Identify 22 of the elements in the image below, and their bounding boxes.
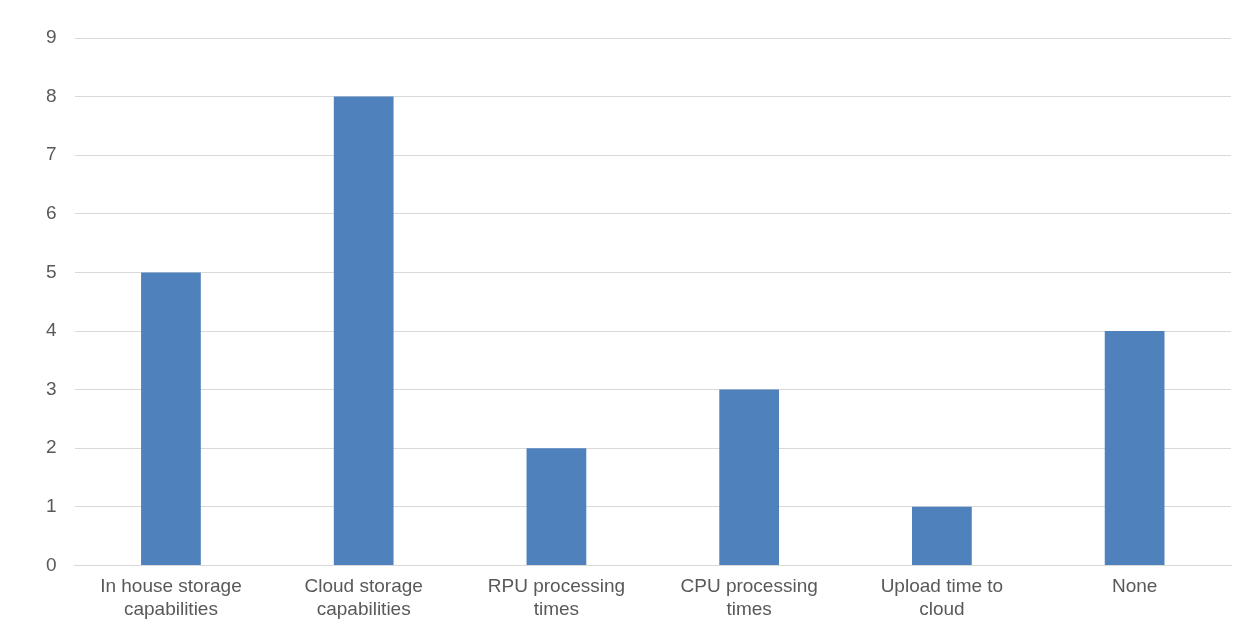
- x-tick-label: Cloud storage capabilities: [304, 575, 423, 619]
- x-tick-label: None: [1111, 575, 1158, 597]
- bar: [333, 96, 394, 565]
- y-tick-label: 1: [45, 495, 57, 517]
- y-tick-label: 7: [45, 143, 57, 165]
- bar: [526, 448, 587, 565]
- y-tick-label: 3: [45, 377, 57, 399]
- bar: [141, 272, 201, 565]
- y-tick-label: 0: [45, 553, 57, 575]
- bar: [912, 506, 972, 565]
- x-tick-label: Upload time to cloud: [880, 575, 1004, 619]
- x-tick-label: RPU processing times: [487, 575, 626, 619]
- y-tick-label: 6: [45, 202, 57, 224]
- bar: [1104, 331, 1165, 565]
- y-tick-label: 9: [45, 26, 57, 48]
- bar: [719, 389, 780, 565]
- y-tick-label: 8: [45, 84, 57, 106]
- y-tick-label: 5: [45, 260, 57, 282]
- x-tick-label: CPU processing times: [680, 575, 818, 619]
- y-tick-label: 4: [45, 319, 57, 341]
- x-tick-label: In house storage capabilities: [100, 575, 242, 619]
- y-tick-label: 2: [45, 436, 57, 458]
